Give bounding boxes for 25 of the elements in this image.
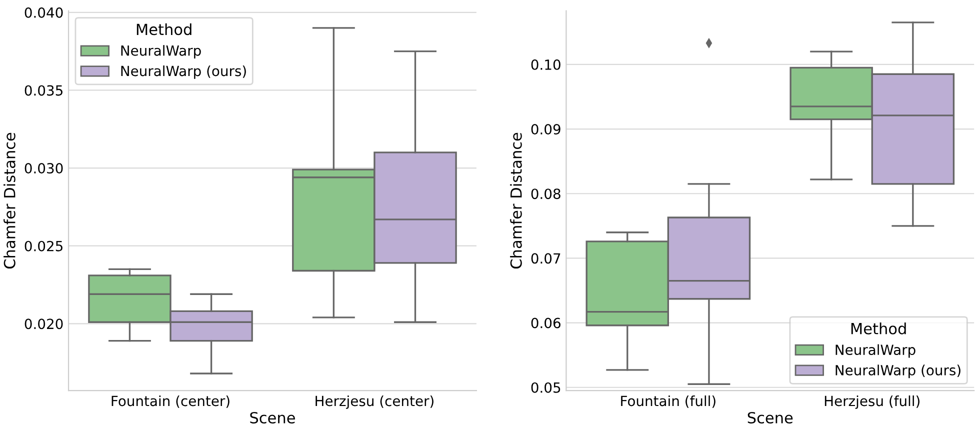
- y-tick-label: 0.05: [531, 382, 560, 393]
- x-tick-label: Herzjesu (center): [316, 395, 434, 409]
- legend-title: Method: [136, 23, 192, 36]
- x-axis-title: Scene: [748, 412, 793, 424]
- y-tick-label: 0.08: [531, 188, 560, 200]
- x-tick-label: Fountain (center): [112, 395, 230, 408]
- legend-title: Method: [851, 322, 906, 334]
- y-tick-label: 0.040: [24, 7, 63, 18]
- y-tick-label: 0.06: [531, 318, 560, 328]
- y-tick-label: 0.020: [24, 318, 63, 330]
- legend-label: NeuralWarp: [836, 344, 916, 358]
- y-tick-label: 0.07: [531, 253, 560, 264]
- x-tick-label: Fountain (full): [621, 395, 716, 408]
- y-tick-label: 0.10: [531, 59, 560, 70]
- legend-label: NeuralWarp (ours): [836, 364, 960, 378]
- x-tick-label: Herzjesu (full): [824, 395, 920, 409]
- legend-label: NeuralWarp: [121, 45, 201, 59]
- y-axis-title: Chamfer Distance: [4, 132, 16, 269]
- y-tick-label: 0.035: [24, 85, 62, 96]
- legend-label: NeuralWarp (ours): [121, 65, 246, 79]
- y-tick-label: 0.030: [24, 163, 63, 174]
- y-tick-label: 0.025: [24, 240, 62, 252]
- x-axis-title: Scene: [250, 412, 295, 424]
- y-tick-label: 0.09: [531, 124, 560, 135]
- y-axis-title: Chamfer Distance: [510, 132, 522, 269]
